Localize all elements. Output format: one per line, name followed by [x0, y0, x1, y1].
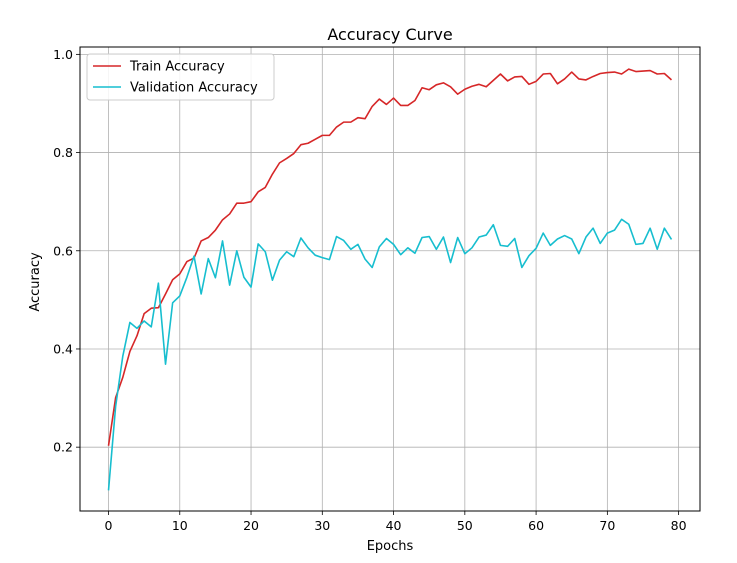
- y-tick-label: 0.8: [53, 145, 73, 160]
- plot-frame: [79, 46, 701, 512]
- x-tick-label: 80: [671, 518, 687, 533]
- x-tick-label: 20: [243, 518, 259, 533]
- x-tick-label: 0: [105, 518, 113, 533]
- y-tick-label: 0.2: [53, 440, 73, 455]
- x-tick-label: 30: [314, 518, 330, 533]
- x-tick-label: 60: [528, 518, 544, 533]
- legend-label-train-accuracy: Train Accuracy: [129, 60, 225, 75]
- legend-box: [86, 53, 275, 101]
- y-tick-label: 0.4: [53, 341, 73, 356]
- series-layer: [107, 68, 673, 491]
- grid: [80, 47, 700, 511]
- y-tick-label: 0.6: [53, 243, 73, 258]
- x-tick-label: 40: [386, 518, 402, 533]
- x-tick-label: 70: [599, 518, 615, 533]
- series-line-validation-accuracy: [107, 218, 673, 491]
- y-tick-label: 1.0: [53, 47, 73, 62]
- x-axis-label: Epochs: [367, 539, 414, 554]
- ticks: 0 10 20 30 40 50 60 70 80 0.2 0.4 0.6 0.8 1.0: [53, 47, 687, 533]
- series-line-train-accuracy: [107, 68, 673, 446]
- chart-title: Accuracy Curve: [327, 25, 452, 44]
- x-tick-label: 10: [172, 518, 188, 533]
- x-tick-label: 50: [457, 518, 473, 533]
- legend: Train Accuracy Validation Accuracy: [86, 53, 275, 101]
- legend-label-validation-accuracy: Validation Accuracy: [130, 81, 258, 96]
- y-axis-label: Accuracy: [28, 252, 43, 312]
